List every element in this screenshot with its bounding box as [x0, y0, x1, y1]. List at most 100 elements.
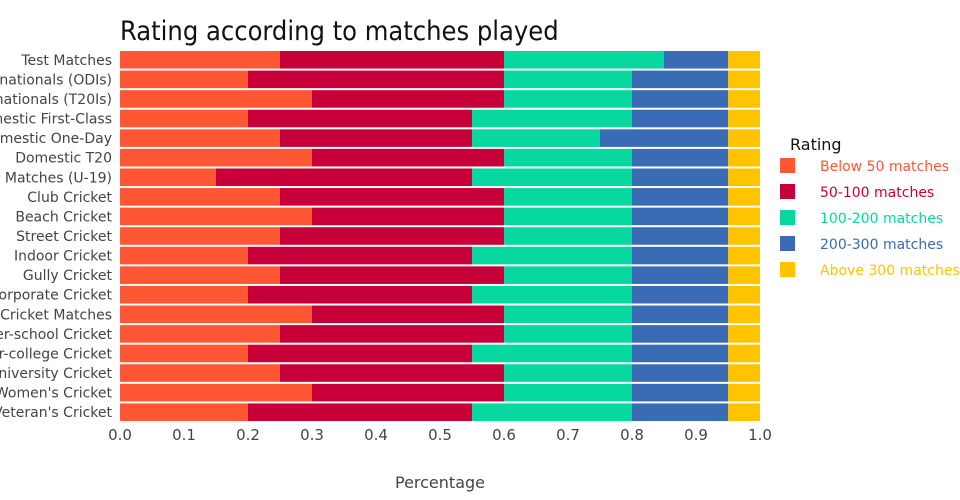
bar-segment: [280, 129, 472, 147]
bar-segment: [312, 305, 504, 324]
bar-segment: [728, 266, 760, 284]
bar-segment: [120, 403, 248, 421]
legend-label: Above 300 matches: [820, 263, 960, 279]
bar-segment: [632, 364, 728, 382]
legend: Rating Below 50 matches 50-100 matches 100…: [780, 135, 960, 279]
bar-segment: [120, 207, 312, 226]
bar-segment: [728, 207, 760, 226]
bar-segment: [728, 168, 760, 187]
legend-title: Rating: [790, 135, 842, 154]
bar-segment: [504, 148, 632, 167]
y-tick-label: Street Cricket: [16, 229, 112, 245]
bar-segment: [248, 403, 472, 421]
bar-segment: [504, 364, 632, 382]
bar-segment: [728, 325, 760, 343]
bar-segment: [280, 325, 504, 343]
bar-segment: [728, 70, 760, 89]
bar-segment: [120, 90, 312, 108]
bar-segment: [728, 246, 760, 265]
bar-segment: [728, 305, 760, 324]
y-tick-label: Beach Cricket: [15, 209, 112, 225]
y-tick-label: Women's Cricket: [0, 386, 113, 402]
bar-segment: [120, 188, 280, 206]
bar-segment: [632, 148, 728, 167]
bar-segment: [120, 129, 280, 147]
bar-segment: [280, 188, 504, 206]
bar-segment: [728, 90, 760, 108]
bar-segment: [248, 109, 472, 128]
x-tick-label: 0.4: [364, 426, 388, 444]
bar-segment: [504, 188, 632, 206]
bar-segment: [728, 383, 760, 402]
y-tick-label: Domestic First-Class: [0, 112, 112, 128]
bar-segment: [120, 168, 216, 187]
bar-segment: [248, 70, 504, 89]
bar-segment: [120, 325, 280, 343]
y-tick-label: Corporate Cricket: [0, 288, 113, 304]
bar-segment: [504, 305, 632, 324]
bar-segment: [504, 207, 632, 226]
legend-swatch: [780, 210, 795, 225]
bar-segment: [728, 129, 760, 147]
bar-segment: [632, 188, 728, 206]
bar-segment: [248, 285, 472, 304]
x-axis-label: Percentage: [395, 473, 485, 492]
bar-segment: [632, 207, 728, 226]
bars-layer: [120, 51, 760, 421]
x-tick-label: 0.2: [236, 426, 260, 444]
bar-segment: [472, 285, 632, 304]
bar-segment: [472, 344, 632, 363]
bar-segment: [728, 227, 760, 245]
bar-segment: [632, 325, 728, 343]
bar-segment: [728, 148, 760, 167]
x-tick-label: 0.0: [108, 426, 132, 444]
bar-segment: [504, 51, 664, 69]
bar-segment: [248, 344, 472, 363]
bar-segment: [632, 266, 728, 284]
x-tick-label: 0.5: [428, 426, 452, 444]
y-tick-label: Twenty20 Internationals (T20Is): [0, 92, 112, 108]
bar-segment: [120, 51, 280, 69]
bar-segment: [120, 364, 280, 382]
bar-segment: [632, 305, 728, 324]
bar-segment: [504, 325, 632, 343]
legend-swatch: [780, 262, 795, 277]
bar-segment: [632, 90, 728, 108]
bar-segment: [632, 403, 728, 421]
bar-segment: [120, 70, 248, 89]
y-tick-label: Domestic T20: [15, 151, 112, 167]
y-tick-label: Gully Cricket: [23, 268, 113, 284]
bar-segment: [280, 364, 504, 382]
legend-label: 100-200 matches: [820, 211, 943, 227]
x-tick-label: 0.1: [172, 426, 196, 444]
chart-title: Rating according to matches played: [120, 16, 559, 47]
legend-label: 200-300 matches: [820, 237, 943, 253]
y-tick-label: Veteran's Cricket: [0, 405, 113, 421]
y-tick-label: Inter-university Cricket: [0, 366, 113, 382]
bar-segment: [728, 51, 760, 69]
bar-segment: [632, 344, 728, 363]
bar-segment: [728, 188, 760, 206]
y-tick-label: Youth Matches (U-19): [0, 170, 112, 186]
legend-swatch: [780, 184, 795, 199]
bar-segment: [280, 266, 504, 284]
bar-segment: [312, 207, 504, 226]
y-tick-label: Club Cricket: [27, 190, 112, 206]
y-tick-label: Charity Cricket Matches: [0, 307, 112, 323]
legend-label: 50-100 matches: [820, 185, 934, 201]
bar-segment: [120, 383, 312, 402]
bar-segment: [120, 344, 248, 363]
bar-segment: [472, 403, 632, 421]
bar-segment: [632, 246, 728, 265]
bar-segment: [632, 168, 728, 187]
bar-segment: [632, 285, 728, 304]
bar-segment: [120, 148, 312, 167]
bar-segment: [120, 285, 248, 304]
bar-segment: [504, 70, 632, 89]
x-tick-label: 0.9: [684, 426, 708, 444]
bar-segment: [632, 227, 728, 245]
y-tick-label: Inter-school Cricket: [0, 327, 113, 343]
bar-segment: [504, 266, 632, 284]
bar-segment: [312, 383, 504, 402]
